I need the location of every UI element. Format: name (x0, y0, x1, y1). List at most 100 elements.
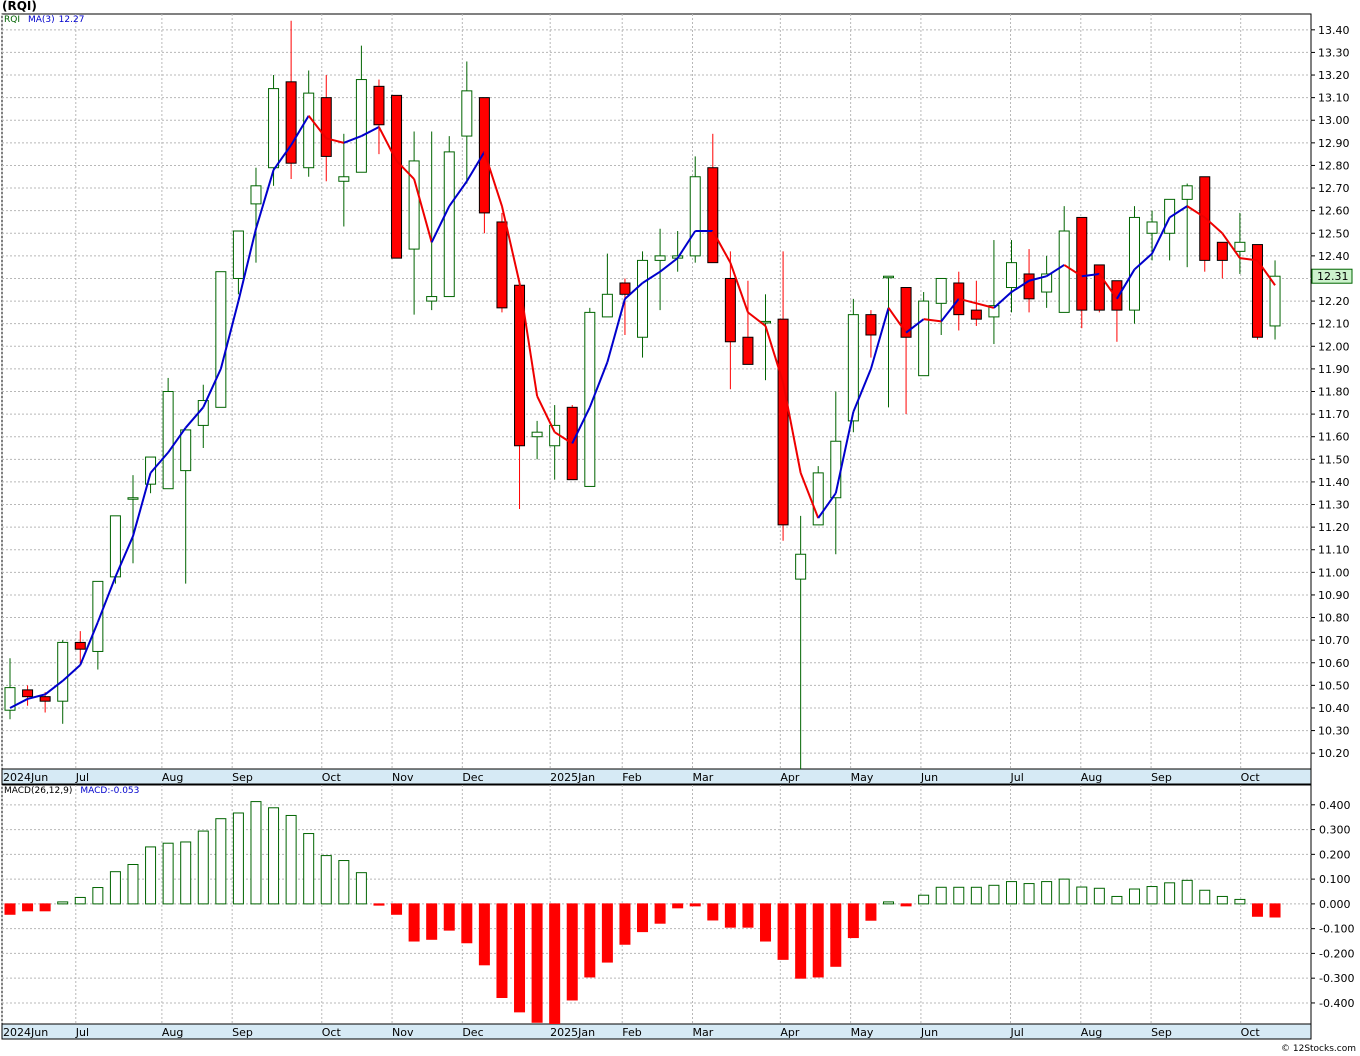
candle-up (197, 400, 209, 426)
macd-x-label: Sep (1151, 1026, 1172, 1039)
macd-bar-negative (408, 903, 420, 942)
macd-bar-positive (1005, 881, 1017, 905)
candle-up (654, 255, 666, 261)
candle-up (1058, 230, 1070, 313)
last-price-box (1311, 268, 1353, 284)
candle-up (426, 296, 438, 302)
macd-bar-positive (918, 894, 930, 905)
macd-x-label: Jul (75, 1026, 89, 1039)
macd-bar-positive (109, 871, 121, 905)
candle-up (162, 391, 174, 490)
macd-bar-negative (654, 903, 666, 924)
ma-line-segment (44, 680, 64, 696)
ma-line-segment (817, 492, 837, 519)
price-x-label: 2024Jun (3, 771, 48, 784)
macd-x-label: 2024Jun (3, 1026, 48, 1039)
candle-down (970, 309, 982, 320)
macd-bar-negative (795, 903, 807, 979)
candle-up (127, 497, 139, 500)
macd-bar-positive (1199, 889, 1211, 905)
macd-bar-negative (584, 903, 596, 978)
macd-bar-negative (637, 903, 649, 933)
macd-bar-negative (760, 903, 772, 942)
macd-bar-positive (268, 807, 280, 905)
macd-bar-positive (1023, 883, 1035, 905)
candle-up (92, 580, 104, 652)
candle-up (215, 271, 227, 408)
macd-bar-negative (619, 903, 631, 945)
macd-bar-positive (215, 818, 227, 905)
macd-x-label: Nov (392, 1026, 414, 1039)
macd-bar-negative (830, 903, 842, 967)
macd-bar-negative (707, 903, 719, 921)
macd-tick-label: -0.300 (1319, 972, 1354, 985)
ma-line-segment (1186, 205, 1206, 219)
ma-line-segment (237, 228, 257, 302)
ma-line-segment (272, 144, 292, 171)
ma-line-segment (782, 382, 802, 474)
price-tick-label: 12.70 (1318, 182, 1350, 195)
macd-bar-positive (338, 860, 350, 905)
price-x-label: Dec (462, 771, 483, 784)
price-x-label: Jul (75, 771, 89, 784)
price-tick-label: 11.10 (1318, 544, 1350, 557)
price-x-label: 2025Jan (550, 771, 595, 784)
macd-legend: MACD(26,12,9) MACD:-0.053 (4, 786, 147, 796)
candle-up (689, 176, 701, 257)
candle-up (601, 293, 613, 318)
macd-bar-positive (1058, 878, 1070, 905)
macd-bar-negative (426, 903, 438, 940)
candle-down (391, 94, 403, 259)
ma-line-segment (343, 135, 362, 144)
ma-line-segment (588, 361, 609, 408)
ma-line-segment (27, 693, 46, 700)
macd-x-label: Dec (462, 1026, 483, 1039)
price-tick-label: 12.60 (1318, 205, 1350, 218)
credit-text: © 12Stocks.com (1281, 1044, 1356, 1054)
macd-bar-positive (883, 901, 894, 905)
candle-up (250, 185, 262, 205)
macd-x-label: Mar (693, 1026, 714, 1039)
price-tick-label: 13.20 (1318, 69, 1350, 82)
macd-bar-negative (4, 903, 16, 915)
ma-line-segment (483, 151, 503, 207)
macd-bar-positive (1181, 879, 1193, 905)
macd-bar-positive (74, 896, 86, 905)
price-legend-ma-value: 12.27 (58, 15, 85, 25)
macd-bar-negative (496, 903, 508, 998)
macd-bar-positive (1093, 887, 1105, 905)
macd-bar-positive (250, 801, 262, 905)
candle-down (1216, 241, 1228, 261)
ma-line-segment (1256, 259, 1276, 286)
macd-bar-negative (514, 903, 526, 1013)
candle-up (355, 79, 367, 173)
candle-down (373, 85, 385, 126)
price-tick-label: 12.40 (1318, 250, 1350, 263)
macd-bar-positive (197, 830, 209, 905)
ma-line-segment (500, 205, 521, 284)
price-tick-label: 11.50 (1318, 453, 1350, 466)
candle-up (232, 230, 244, 279)
ma-line-segment (1028, 275, 1047, 282)
price-tick-label: 11.60 (1318, 431, 1350, 444)
candle-up (847, 314, 859, 422)
ma-line-segment (764, 325, 785, 383)
ma-line-segment (430, 205, 451, 243)
candle-down (1023, 273, 1035, 300)
ma-line-segment (326, 137, 345, 144)
ma-line-segment (1010, 279, 1030, 293)
macd-bar-negative (461, 903, 473, 944)
macd-bar-positive (970, 886, 982, 905)
last-price-label: 12.31 (1317, 270, 1349, 283)
macd-bar-negative (1269, 903, 1281, 918)
price-tick-label: 11.90 (1318, 363, 1350, 376)
ma-line-segment (518, 282, 539, 397)
price-x-label: Aug (162, 771, 183, 784)
macd-x-label: Jun (920, 1026, 938, 1039)
macd-bar-positive (1234, 898, 1246, 905)
macd-bar-negative (373, 903, 385, 906)
macd-bar-positive (285, 814, 297, 905)
price-x-label: Sep (232, 771, 253, 784)
price-tick-label: 11.70 (1318, 408, 1350, 421)
